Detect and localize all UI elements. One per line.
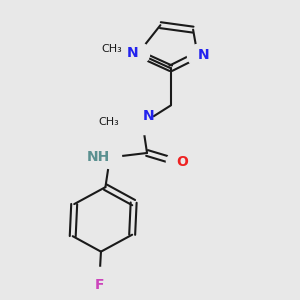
Text: NH: NH <box>87 150 110 164</box>
Text: O: O <box>177 155 189 169</box>
Text: CH₃: CH₃ <box>101 44 122 54</box>
Text: N: N <box>142 109 154 123</box>
Text: F: F <box>95 278 104 292</box>
Text: N: N <box>127 46 138 60</box>
Text: CH₃: CH₃ <box>98 117 119 127</box>
Text: N: N <box>198 48 209 62</box>
